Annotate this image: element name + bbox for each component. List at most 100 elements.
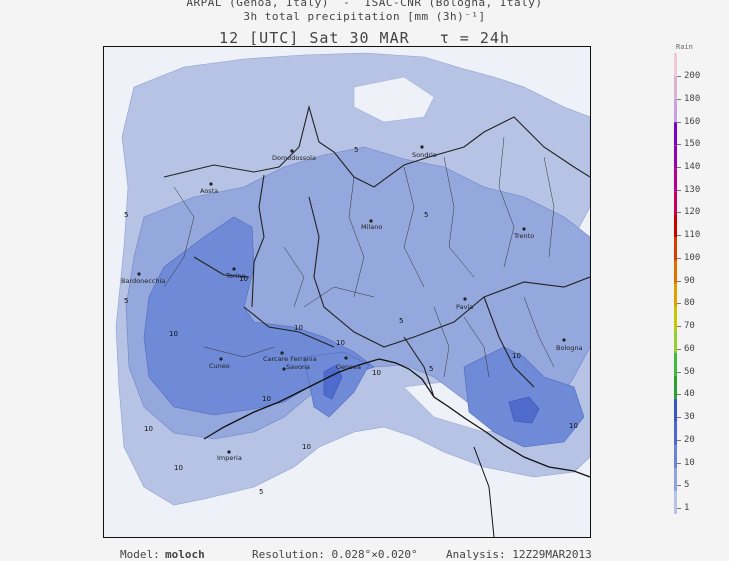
contour-label: 10	[239, 275, 248, 283]
legend-label: 140	[684, 161, 701, 172]
legend-label: 130	[684, 184, 701, 195]
precip-field-20mm	[323, 364, 343, 400]
legend-tick	[677, 212, 681, 214]
city-dot	[227, 450, 231, 454]
legend-tick	[677, 189, 681, 191]
legend-label: 90	[684, 275, 695, 286]
city-label: Carcare Ferrania	[263, 355, 317, 363]
legend-label: 120	[684, 207, 701, 218]
legend-tick	[677, 280, 681, 282]
legend-label: 10	[684, 457, 695, 468]
contour-label: 10	[302, 443, 311, 451]
legend-swatch	[674, 283, 677, 307]
legend-tick	[677, 348, 681, 350]
legend-tick	[677, 235, 681, 237]
legend-label: 70	[684, 321, 695, 332]
contour-label: 5	[354, 146, 358, 154]
city-label: Torino	[225, 272, 245, 280]
legend-tick	[677, 508, 681, 509]
contour-label: 10	[169, 330, 178, 338]
contour-label: 5	[259, 488, 263, 496]
city-label: Domodossola	[272, 154, 316, 162]
legend-tick	[677, 166, 681, 168]
precipitation-map[interactable]: Domodossola Sondrio Aosta Milano Trento …	[103, 46, 591, 538]
header-line-producer: ARPAL (Genoa, Italy) - ISAC-CNR (Bologna…	[186, 0, 543, 9]
legend-swatch	[674, 398, 677, 422]
legend-label: 150	[684, 139, 701, 150]
contour-label: 10	[144, 425, 153, 433]
contour-label: 5	[424, 211, 428, 219]
legend-label: 60	[684, 343, 695, 354]
legend-swatch	[674, 214, 677, 238]
contour-label: 5	[429, 365, 433, 373]
city-dot	[420, 145, 424, 149]
contour-label: 5	[399, 317, 403, 325]
city-dot	[369, 219, 373, 223]
city-label: Bologna	[556, 344, 582, 352]
map-canvas: Domodossola Sondrio Aosta Milano Trento …	[104, 47, 590, 537]
precip-field-light-patch	[353, 76, 435, 123]
legend-tick	[677, 303, 681, 305]
city-dot	[137, 272, 141, 276]
legend-tick	[677, 144, 681, 146]
legend-label: 40	[684, 389, 695, 400]
city-dot	[522, 227, 526, 231]
legend-label: 5	[684, 480, 690, 491]
coastline	[203, 358, 590, 478]
footer-model-label: Model:	[120, 548, 160, 561]
contour-label: 10	[512, 352, 521, 360]
legend-swatch	[674, 444, 677, 468]
city-dot	[290, 149, 294, 153]
precip-field-10mm	[463, 346, 585, 448]
contour-label: 5	[124, 211, 128, 219]
city-label: Aosta	[200, 187, 218, 195]
footer-model-value: moloch	[165, 548, 205, 561]
legend-swatch	[674, 53, 677, 77]
legend-label: 50	[684, 366, 695, 377]
region-borders	[163, 104, 590, 398]
city-label: Bardonecchia	[121, 277, 165, 285]
contour-label: 10	[569, 422, 578, 430]
city-dot	[219, 357, 223, 361]
legend-tick	[677, 462, 681, 464]
legend-tick	[677, 121, 681, 123]
footer: Model: moloch Resolution: 0.028°×0.020° …	[0, 548, 729, 561]
legend-swatch	[674, 76, 677, 100]
legend-tick	[677, 257, 681, 259]
contour-label: 5	[124, 297, 128, 305]
legend-label: 1	[684, 503, 690, 513]
contour-label: 10	[372, 369, 381, 377]
legend-tick	[677, 76, 681, 77]
legend-swatch	[674, 306, 677, 330]
legend-label: 180	[684, 93, 701, 104]
contour-label: 10	[262, 395, 271, 403]
legend-swatch	[674, 352, 677, 376]
city-label: Cuneo	[209, 362, 230, 370]
city-label: Milano	[361, 223, 382, 231]
city-label: Genova	[336, 363, 361, 371]
city-dot	[463, 297, 467, 301]
city-label: Pavia	[456, 303, 473, 311]
legend-swatch	[674, 191, 677, 215]
city-markers: Domodossola Sondrio Aosta Milano Trento …	[121, 145, 582, 462]
city-dot	[282, 367, 286, 371]
legend-label: 160	[684, 116, 701, 127]
city-label: Imperia	[217, 454, 242, 462]
legend-swatch	[674, 168, 677, 192]
legend-swatch	[674, 145, 677, 169]
legend-label: 80	[684, 298, 695, 309]
legend-swatch	[674, 99, 677, 123]
legend-tick	[677, 485, 681, 487]
legend-tick	[677, 98, 681, 100]
legend-title: Rain	[676, 43, 693, 51]
header-line-variable: 3h total precipitation [mm (3h)⁻¹]	[243, 10, 486, 23]
legend-label: 200	[684, 71, 701, 81]
legend-swatch	[674, 237, 677, 261]
city-dot	[232, 267, 236, 271]
legend-tick	[677, 371, 681, 373]
legend-label: 110	[684, 230, 701, 241]
legend-swatch	[674, 375, 677, 399]
domain-boundary	[473, 446, 495, 537]
city-label: Sondrio	[412, 151, 437, 159]
city-dot	[280, 351, 284, 355]
